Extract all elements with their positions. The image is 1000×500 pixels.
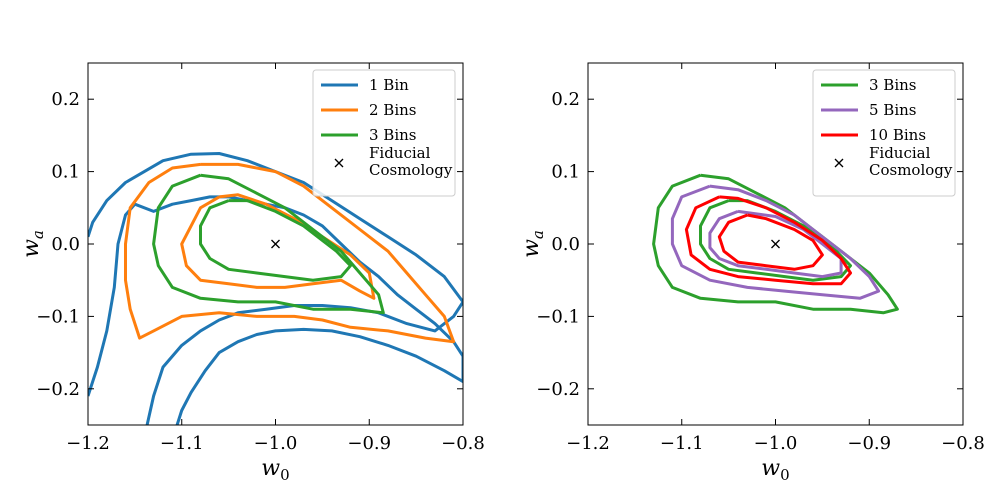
x-tick-label: −0.8 xyxy=(441,433,485,454)
y-tick-label: 0.2 xyxy=(551,89,580,110)
y-tick-label: 0.0 xyxy=(51,234,80,255)
fiducial-marker xyxy=(271,239,280,249)
y-axis-label: wa xyxy=(19,230,47,258)
x-axis-label-sub: 0 xyxy=(780,466,790,484)
contour-2-bins-outer xyxy=(124,162,456,344)
x-tick-label: −1.0 xyxy=(754,433,798,454)
contour-3-bins-outer xyxy=(152,173,385,315)
legend-box xyxy=(812,69,956,197)
contour-5-bins-outer xyxy=(670,184,881,300)
y-axis-label-sub: a xyxy=(29,230,47,239)
fiducial-marker xyxy=(771,239,780,249)
y-tick-label: −0.1 xyxy=(536,306,580,327)
legend-label-fiducial: Fiducial Cosmology xyxy=(369,144,453,179)
legend-box xyxy=(312,69,456,197)
y-tick-label: 0.0 xyxy=(551,234,580,255)
y-tick-label: 0.1 xyxy=(551,162,580,183)
legend-label-5-bins: 5 Bins xyxy=(869,101,917,119)
contour-2-bins-inner xyxy=(180,193,376,300)
x-tick-label: −1.1 xyxy=(160,433,204,454)
x-tick-label: −0.8 xyxy=(941,433,985,454)
y-tick-label: 0.2 xyxy=(51,89,80,110)
x-axis-label-sub: 0 xyxy=(280,466,290,484)
contour-5-bins-inner xyxy=(708,209,843,279)
x-tick-label: −1.2 xyxy=(566,433,610,454)
legend-label-10-bins: 10 Bins xyxy=(869,126,926,144)
contour-3-bins-inner xyxy=(199,199,352,282)
contour-layer xyxy=(88,152,463,425)
contour-layer xyxy=(652,173,899,315)
x-tick-label: −1.2 xyxy=(66,433,110,454)
x-tick-label: −0.9 xyxy=(347,433,391,454)
legend-label-3-bins: 3 Bins xyxy=(369,126,417,144)
legend-fiducial-marker xyxy=(834,158,844,168)
contour-1-bin-inner xyxy=(88,195,463,425)
legend-label-3-bins: 3 Bins xyxy=(869,76,917,94)
legend-label-2-bins: 2 Bins xyxy=(369,101,417,119)
right-panel: −1.2 −1.1 −1.0 −0.9 −0.8 −0.2 −0.1 0.0 0.1 0.2 w0 w… xyxy=(519,62,985,484)
contour-10-bins-inner xyxy=(717,213,824,271)
left-panel: −1.2 −1.1 −1.0 −0.9 −0.8 −0.2 −0.1 0.0 0.1 0.2 w0 w… xyxy=(19,62,485,484)
legend-fiducial-marker xyxy=(334,158,344,168)
y-tick-label: −0.2 xyxy=(36,379,80,400)
contour-10-bins-outer xyxy=(684,195,852,286)
y-tick-label: 0.1 xyxy=(51,162,80,183)
x-axis-label: w0 xyxy=(261,456,289,484)
y-tick-label: −0.2 xyxy=(536,379,580,400)
x-tick-label: −1.0 xyxy=(254,433,298,454)
x-tick-label: −0.9 xyxy=(847,433,891,454)
legend-label-1-bin: 1 Bin xyxy=(369,76,409,94)
y-axis-label: wa xyxy=(519,230,547,258)
legend-label-fiducial: Fiducial Cosmology xyxy=(869,144,953,179)
y-axis-label-sub: a xyxy=(529,230,547,239)
y-tick-label: −0.1 xyxy=(36,306,80,327)
x-axis-label: w0 xyxy=(761,456,789,484)
contour-1-bin-outer xyxy=(88,152,463,425)
x-tick-label: −1.1 xyxy=(660,433,704,454)
